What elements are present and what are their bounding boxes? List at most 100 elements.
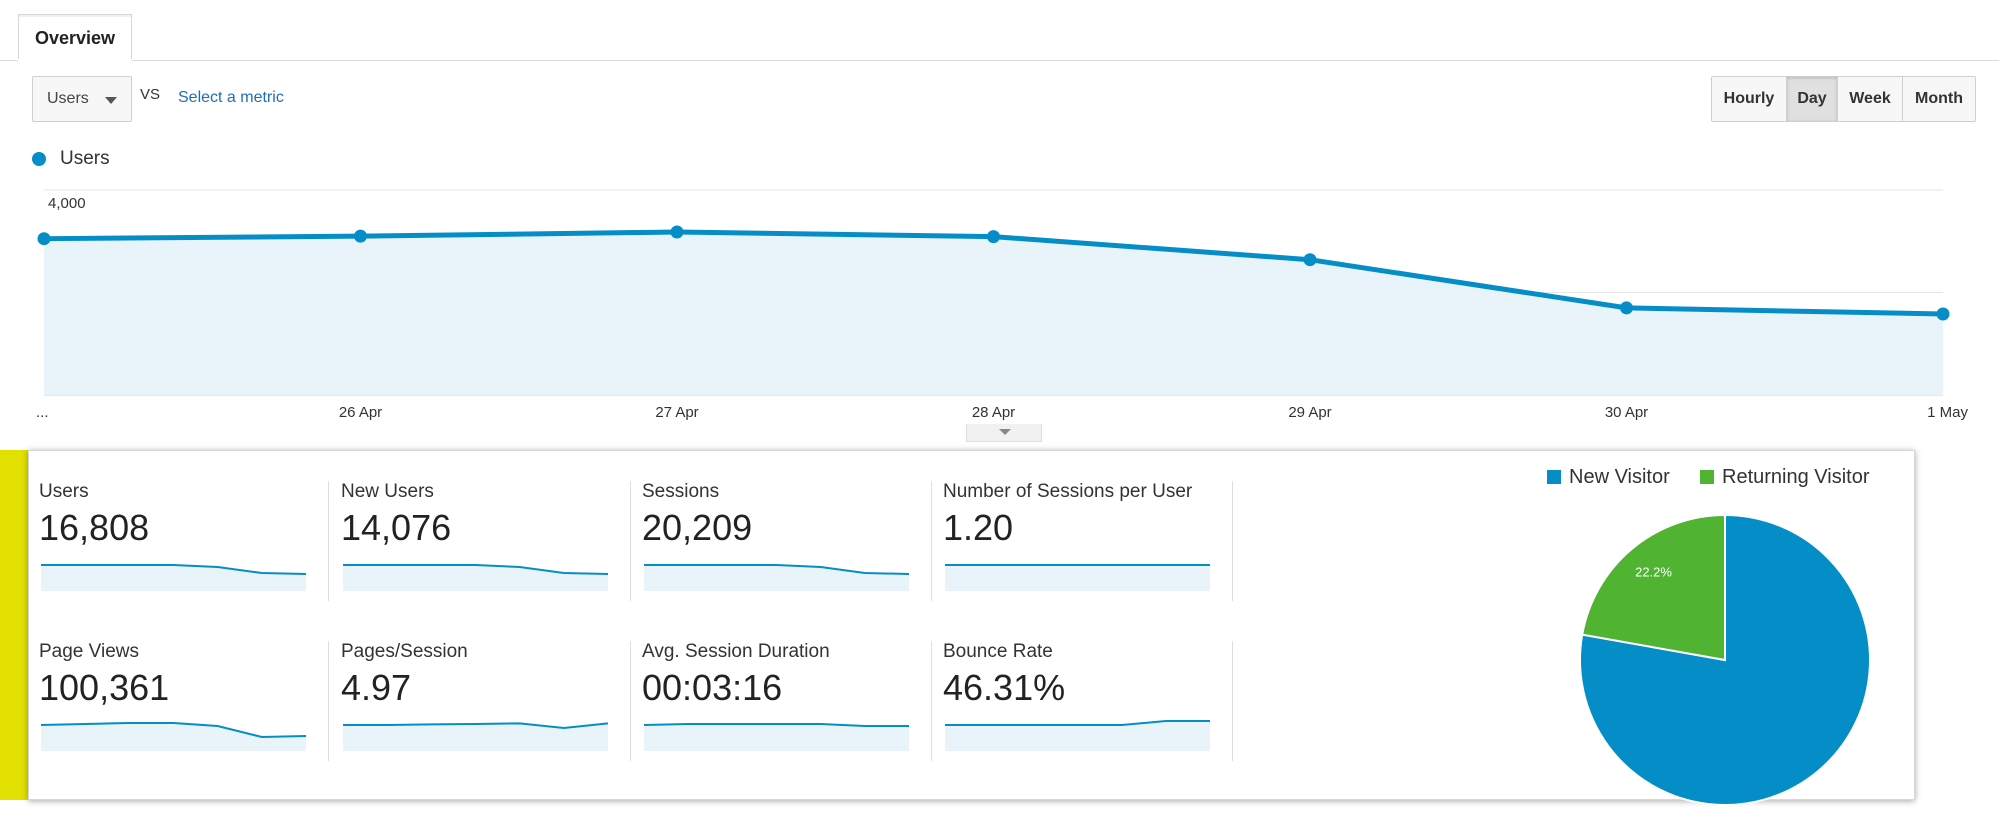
metric-label: New Users	[341, 481, 434, 502]
users-area-fill	[44, 232, 1943, 395]
data-point[interactable]	[1936, 307, 1950, 321]
metric-dropdown-value: Users	[47, 90, 89, 107]
sparkline-area	[343, 565, 608, 591]
metric-divider	[328, 641, 329, 761]
metric-label: Sessions	[642, 481, 720, 502]
metric-tile[interactable]: Sessions 20,209	[632, 481, 932, 631]
vs-label: VS	[140, 86, 161, 103]
returning-visitor-label: Returning Visitor	[1722, 466, 1870, 488]
triangle-down-icon	[999, 429, 1011, 435]
sparkline-area	[644, 724, 909, 751]
collapse-chart-handle[interactable]	[966, 424, 1042, 442]
select-metric-link[interactable]: Select a metric	[178, 89, 284, 106]
metric-label: Users	[39, 481, 89, 502]
data-point[interactable]	[987, 230, 1000, 244]
new-visitor-swatch	[1547, 470, 1561, 484]
visitor-pie-chart: 77.8% 22.2%	[1579, 513, 1871, 806]
sparkline	[343, 722, 608, 751]
data-point[interactable]	[1303, 253, 1317, 267]
metric-value: 00:03:16	[642, 667, 783, 708]
metric-divider	[1232, 481, 1233, 601]
time-granularity-group: Hourly Day Week Month	[1711, 76, 1976, 122]
sparkline	[945, 720, 1210, 751]
metric-label: Pages/Session	[341, 641, 468, 662]
metric-label: Number of Sessions per User	[943, 481, 1193, 502]
metric-value: 100,361	[39, 667, 170, 708]
week-button[interactable]: Week	[1838, 77, 1903, 121]
metric-divider	[931, 641, 932, 761]
metric-value: 14,076	[341, 507, 452, 548]
x-tick-label: 27 Apr	[655, 404, 698, 421]
sparkline-area	[644, 565, 909, 591]
sparkline-line	[644, 564, 909, 575]
x-tick-label: 28 Apr	[972, 404, 1015, 421]
x-tick-label: 30 Apr	[1605, 404, 1648, 421]
sparkline	[41, 722, 306, 751]
month-button[interactable]: Month	[1903, 77, 1975, 121]
highlight-bar	[0, 450, 28, 800]
metric-divider	[1232, 641, 1233, 761]
metric-divider	[630, 481, 631, 601]
metric-label: Page Views	[39, 641, 139, 662]
summary-panel: Users 16,808 New Users 14,076 Sessions 20,209…	[28, 450, 1915, 800]
data-point[interactable]	[1620, 301, 1633, 315]
pie-slice-label: 77.8%	[1797, 781, 1834, 796]
metric-tile[interactable]: Number of Sessions per User 1.20	[933, 481, 1233, 631]
tab-overview[interactable]: Overview	[18, 14, 133, 61]
y-tick-label: 4,000	[48, 195, 86, 212]
sparkline	[343, 564, 608, 591]
legend-returning-visitor: Returning Visitor	[1700, 466, 1869, 489]
chevron-down-icon	[105, 97, 117, 104]
sparkline-line	[644, 723, 909, 727]
sparkline-line	[945, 720, 1210, 726]
metric-value: 4.97	[341, 667, 412, 708]
x-tick-label: 1 May	[1927, 404, 1968, 421]
pie-slice-label: 22.2%	[1635, 565, 1672, 580]
sparkline-line	[41, 564, 306, 575]
sparkline	[644, 564, 909, 591]
legend-dot-icon	[32, 152, 46, 166]
data-point[interactable]	[670, 225, 684, 239]
metric-tile[interactable]: Users 16,808	[29, 481, 329, 631]
sparkline	[945, 564, 1210, 591]
metric-tile[interactable]: Page Views 100,361	[29, 641, 329, 791]
hourly-button[interactable]: Hourly	[1712, 77, 1787, 121]
tab-bar: Overview	[0, 0, 1999, 61]
chart-legend-label: Users	[60, 148, 110, 169]
metric-label: Bounce Rate	[943, 641, 1053, 662]
metric-dropdown[interactable]: Users	[32, 76, 132, 122]
sparkline-line	[343, 722, 608, 730]
data-point[interactable]	[37, 232, 51, 246]
metric-value: 16,808	[39, 507, 150, 548]
new-visitor-label: New Visitor	[1569, 466, 1670, 488]
metric-divider	[931, 481, 932, 601]
data-point[interactable]	[354, 229, 367, 243]
sparkline-area	[41, 565, 306, 591]
sparkline-line	[343, 564, 608, 575]
metric-value: 20,209	[642, 507, 753, 548]
sparkline-line	[41, 722, 306, 739]
x-tick-label: ...	[36, 404, 49, 421]
sparkline-area	[343, 723, 608, 751]
legend-new-visitor: New Visitor	[1547, 466, 1670, 489]
x-tick-label: 29 Apr	[1288, 404, 1331, 421]
metric-label: Avg. Session Duration	[642, 641, 830, 662]
metric-value: 46.31%	[943, 667, 1066, 708]
x-tick-label: 26 Apr	[339, 404, 382, 421]
sparkline-area	[41, 723, 306, 751]
sparkline	[644, 723, 909, 751]
day-button[interactable]: Day	[1787, 77, 1838, 121]
metric-tile[interactable]: New Users 14,076	[331, 481, 631, 631]
sparkline-area	[945, 565, 1210, 591]
metric-tile[interactable]: Avg. Session Duration 00:03:16	[632, 641, 932, 791]
metric-divider	[328, 481, 329, 601]
metric-value: 1.20	[943, 507, 1014, 548]
metric-tile[interactable]: Pages/Session 4.97	[331, 641, 631, 791]
metric-tile[interactable]: Bounce Rate 46.31%	[933, 641, 1233, 791]
sparkline	[41, 564, 306, 591]
metric-divider	[630, 641, 631, 761]
returning-visitor-swatch	[1700, 470, 1714, 484]
sparkline-area	[945, 721, 1210, 751]
pie-slice[interactable]	[1581, 513, 1726, 662]
